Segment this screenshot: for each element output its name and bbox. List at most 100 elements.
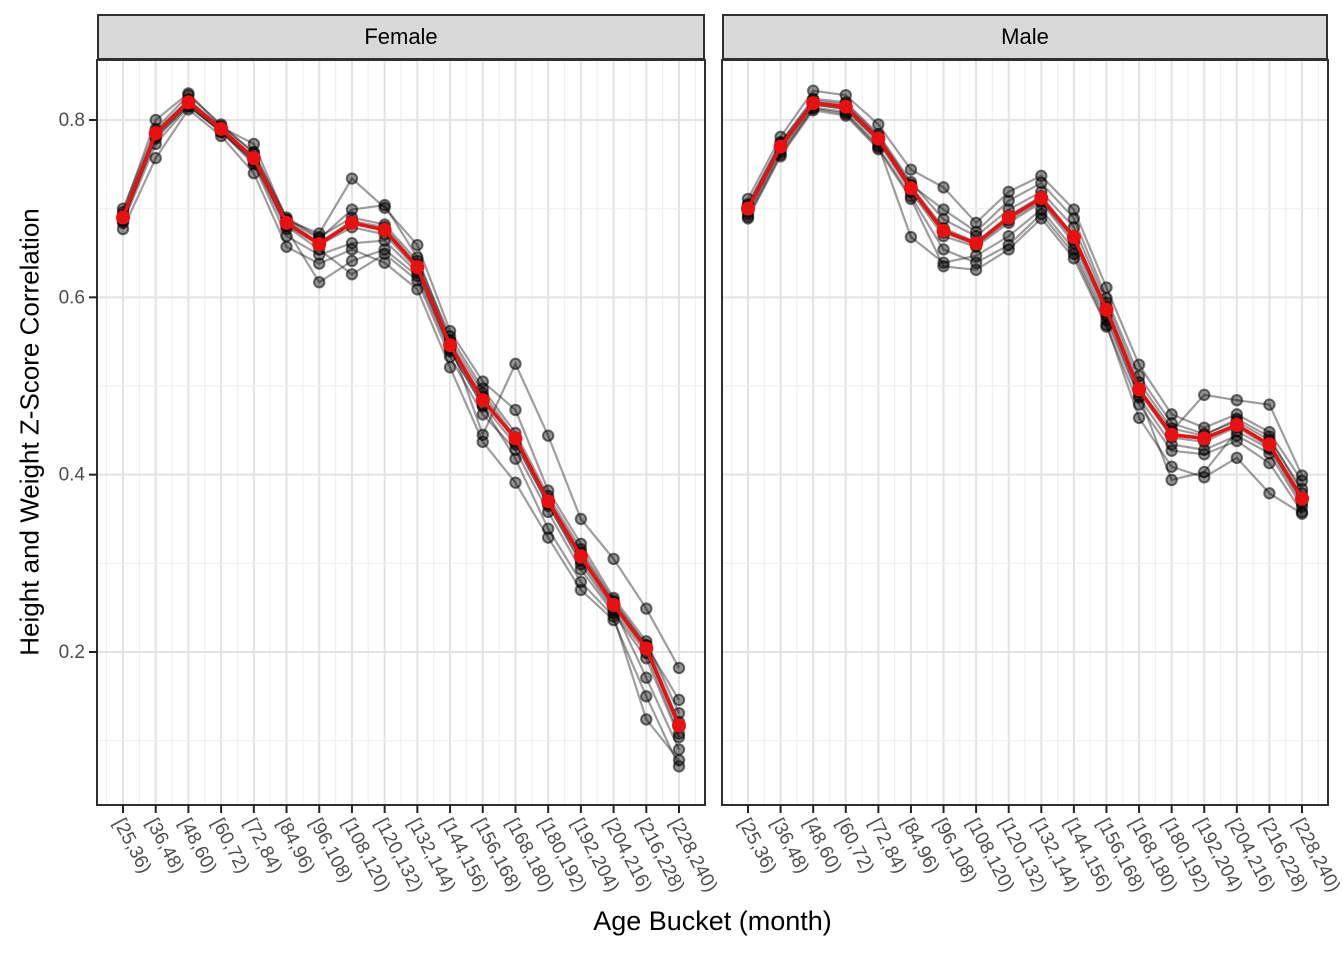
replicate-point bbox=[937, 260, 950, 273]
replicate-point bbox=[509, 403, 522, 417]
mean-point bbox=[969, 236, 984, 251]
replicate-point bbox=[1002, 229, 1015, 243]
replicate-point bbox=[476, 375, 489, 388]
mean-point bbox=[116, 210, 130, 225]
facet-strip-label: Male bbox=[1001, 24, 1049, 49]
replicate-point bbox=[672, 693, 686, 707]
replicate-point bbox=[574, 563, 588, 576]
replicate-point bbox=[1067, 247, 1081, 261]
panel-border bbox=[721, 59, 1329, 806]
mean-point bbox=[1099, 302, 1114, 317]
replicate-point bbox=[937, 181, 950, 194]
mean-point bbox=[410, 260, 425, 275]
replicate-point bbox=[345, 172, 359, 185]
mean-point bbox=[741, 201, 755, 216]
replicate-point bbox=[509, 476, 522, 489]
replicate-point bbox=[1132, 358, 1146, 371]
mean-point bbox=[871, 131, 886, 146]
replicate-point bbox=[1230, 393, 1244, 407]
y-tick-label: 0.8 bbox=[59, 110, 85, 131]
mean-point bbox=[573, 549, 588, 564]
mean-point bbox=[475, 393, 490, 408]
mean-point bbox=[806, 96, 821, 111]
mean-point bbox=[606, 598, 621, 613]
mean-point bbox=[1197, 431, 1212, 446]
replicate-point bbox=[1035, 176, 1048, 190]
y-axis-title: Height and Weight Z-Score Correlation bbox=[14, 208, 45, 656]
replicate-point bbox=[280, 240, 293, 253]
replicate-point bbox=[1067, 212, 1081, 225]
x-axis-title: Age Bucket (month) bbox=[593, 906, 832, 936]
replicate-point bbox=[378, 247, 391, 261]
replicate-point bbox=[969, 216, 983, 230]
replicate-point bbox=[345, 243, 359, 256]
facet-strip-label: Female bbox=[364, 24, 438, 49]
replicate-point bbox=[574, 537, 588, 551]
mean-point bbox=[1164, 427, 1179, 442]
replicate-point bbox=[411, 238, 424, 252]
replicate-point bbox=[872, 118, 885, 131]
replicate-point bbox=[1035, 207, 1048, 221]
replicate-point bbox=[313, 257, 326, 270]
replicate-point bbox=[411, 283, 424, 296]
mean-line bbox=[121, 99, 681, 727]
replicate-point bbox=[509, 452, 522, 465]
replicate-point bbox=[345, 268, 359, 281]
replicate-point bbox=[1263, 398, 1276, 411]
replicate-point bbox=[574, 512, 588, 526]
replicate-point bbox=[672, 661, 686, 675]
mean-point bbox=[672, 718, 686, 733]
replicate-point bbox=[640, 713, 653, 726]
replicate-point bbox=[1230, 451, 1244, 465]
mean-point bbox=[344, 215, 359, 230]
mean-point bbox=[1066, 230, 1081, 245]
replicate-point bbox=[937, 243, 950, 256]
replicate-point bbox=[1165, 408, 1178, 421]
replicate-point bbox=[1198, 471, 1211, 484]
replicate-point bbox=[476, 435, 489, 449]
facet-strip-male: Male bbox=[722, 14, 1328, 60]
y-tick-label: 0.6 bbox=[59, 287, 85, 308]
replicate-point bbox=[672, 760, 686, 773]
replicate-point bbox=[541, 522, 555, 535]
replicate-point bbox=[541, 531, 555, 544]
replicate-point bbox=[443, 361, 457, 374]
y-tick-label: 0.2 bbox=[59, 642, 85, 663]
replicate-point bbox=[1263, 487, 1276, 500]
replicate-point bbox=[1295, 507, 1309, 520]
replicate-point bbox=[969, 256, 983, 269]
mean-point bbox=[148, 126, 163, 141]
replicate-point bbox=[937, 203, 950, 216]
mean-point bbox=[246, 151, 261, 166]
replicate-point bbox=[1165, 460, 1178, 473]
panel-border bbox=[96, 59, 706, 806]
replicate-point bbox=[672, 743, 686, 756]
replicate-point bbox=[345, 254, 359, 268]
mean-point bbox=[903, 181, 918, 196]
replicate-point bbox=[1132, 398, 1146, 411]
replicate-point bbox=[149, 113, 162, 127]
mean-point bbox=[1034, 191, 1049, 206]
replicate-point bbox=[541, 429, 555, 442]
replicate-point bbox=[1198, 388, 1211, 402]
replicate-point bbox=[937, 256, 950, 269]
replicate-point bbox=[345, 203, 359, 216]
replicate-point bbox=[640, 602, 653, 615]
replicate-point bbox=[149, 151, 162, 165]
replicate-point bbox=[640, 671, 653, 684]
y-tick-label: 0.4 bbox=[59, 465, 86, 486]
facet-strip-female: Female bbox=[97, 14, 705, 60]
replicate-point bbox=[1165, 473, 1178, 487]
mean-point bbox=[639, 641, 654, 656]
panel-female: [25,36)[36,48)[48,60)[60,72)[72,84)[84,9… bbox=[59, 59, 721, 896]
mean-point bbox=[541, 494, 556, 509]
replicate-point bbox=[378, 198, 391, 212]
replicate-point bbox=[313, 276, 326, 289]
replicate-point bbox=[1295, 469, 1309, 482]
replicate-point bbox=[904, 230, 918, 244]
replicate-point bbox=[1067, 203, 1081, 216]
replicate-point bbox=[1100, 281, 1113, 294]
panel-male: [25,36)[36,48)[48,60)[60,72)[72,84)[84,9… bbox=[721, 59, 1344, 896]
replicate-point bbox=[607, 613, 620, 627]
replicate-point bbox=[280, 229, 293, 243]
